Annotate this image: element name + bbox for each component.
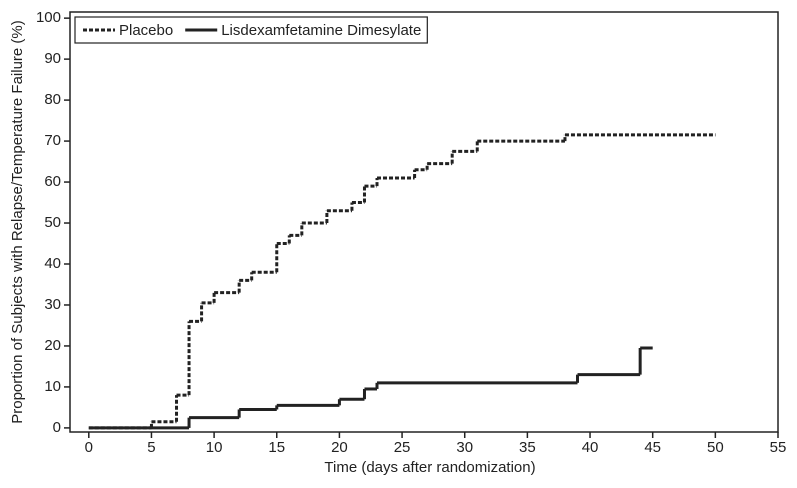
y-tick-label: 50 <box>44 214 61 231</box>
y-tick-label: 20 <box>44 337 61 354</box>
y-tick-label: 0 <box>53 419 61 436</box>
legend-label: Placebo <box>119 22 173 39</box>
x-axis-label: Time (days after randomization) <box>324 459 535 476</box>
x-tick-label: 35 <box>519 439 536 456</box>
legend-label: Lisdexamfetamine Dimesylate <box>221 22 421 39</box>
legend-box <box>74 16 428 44</box>
x-tick-label: 40 <box>582 439 599 456</box>
x-tick-label: 15 <box>268 439 285 456</box>
y-tick-label: 80 <box>44 91 61 108</box>
y-tick-label: 30 <box>44 296 61 313</box>
x-tick-label: 25 <box>394 439 411 456</box>
x-tick-label: 5 <box>147 439 155 456</box>
y-tick-label: 70 <box>44 132 61 149</box>
x-tick-label: 10 <box>206 439 223 456</box>
x-tick-label: 20 <box>331 439 348 456</box>
x-tick-label: 30 <box>456 439 473 456</box>
y-tick-label: 40 <box>44 255 61 272</box>
y-tick-label: 10 <box>44 378 61 395</box>
plot-frame <box>69 11 779 433</box>
x-tick-label: 55 <box>770 439 787 456</box>
y-axis-label: Proportion of Subjects with Relapse/Temp… <box>9 20 26 424</box>
x-tick-label: 50 <box>707 439 724 456</box>
y-tick-label: 100 <box>36 9 61 26</box>
x-tick-label: 45 <box>644 439 661 456</box>
y-tick-label: 60 <box>44 173 61 190</box>
y-tick-label: 90 <box>44 50 61 67</box>
x-tick-label: 0 <box>85 439 93 456</box>
